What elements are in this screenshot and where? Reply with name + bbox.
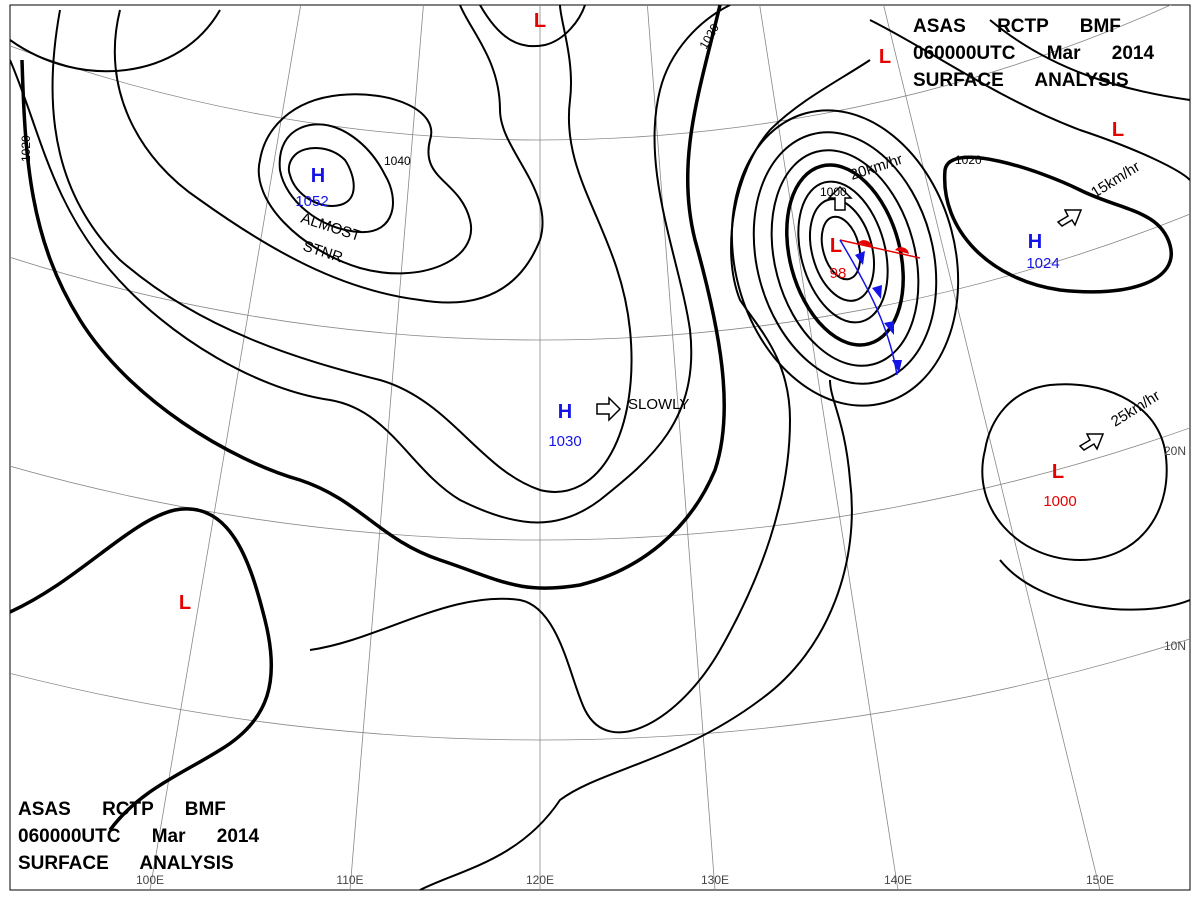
meridian [883, 5, 1101, 890]
center-pressure: 1024 [1026, 255, 1059, 272]
isobar-label: 1020 [955, 153, 982, 167]
center-symbol: H [311, 165, 325, 187]
title-line: ASAS RCTP BMF [913, 16, 1121, 37]
isobar [278, 123, 394, 234]
latitude-label: 20N [1164, 444, 1186, 458]
center-symbol: L [879, 46, 891, 68]
arrow [1056, 209, 1083, 227]
center-pressure: 98 [830, 265, 847, 282]
center-symbol: L [534, 10, 546, 32]
isobar [785, 163, 905, 347]
isobar [797, 180, 889, 324]
center-symbol: H [558, 401, 572, 423]
motion-label: SLOWLY [628, 396, 689, 413]
arrow [596, 396, 622, 422]
isobar-label: 1000 [820, 185, 847, 199]
isobar [309, 59, 871, 734]
isobar [820, 215, 862, 281]
center-symbol: L [830, 235, 842, 257]
center-symbol: L [179, 592, 191, 614]
isobar [752, 131, 938, 385]
isobar [989, 19, 1190, 101]
title-line: 060000UTC Mar 2014 [913, 43, 1154, 64]
title-line: 060000UTC Mar 2014 [18, 826, 259, 847]
isobars [10, 5, 1190, 890]
longitude-label: 110E [336, 873, 363, 887]
fronts [839, 239, 921, 376]
center-pressure: 1030 [548, 433, 581, 450]
longitude-label: 120E [526, 873, 554, 887]
isobar [257, 93, 473, 275]
isobar [20, 5, 727, 590]
title-line: SURFACE ANALYSIS [18, 853, 234, 874]
isobar [287, 147, 355, 207]
arrow [1078, 433, 1105, 451]
isobar [999, 559, 1190, 611]
longitude-label: 100E [136, 873, 164, 887]
isobar-label: 1040 [384, 154, 411, 168]
warm-front [839, 239, 921, 259]
title-line: ASAS RCTP BMF [18, 799, 226, 820]
isobar [869, 19, 1190, 181]
meridian [646, 5, 716, 890]
isobar [981, 383, 1168, 562]
isobar [419, 379, 853, 890]
center-pressure: 1052 [295, 193, 328, 210]
center-symbol: L [1112, 119, 1124, 141]
longitude-label: 130E [701, 873, 729, 887]
meridian [759, 5, 899, 890]
isobar [10, 5, 731, 524]
latitude-label: 10N [1164, 639, 1186, 653]
cold-front-symbol [855, 251, 902, 373]
isobar [809, 198, 875, 302]
meridian [149, 5, 302, 890]
longitude-label: 150E [1086, 873, 1114, 887]
isobar [10, 9, 221, 73]
map-frame [9, 4, 1191, 891]
center-pressure: 1000 [1043, 493, 1076, 510]
cold-front [839, 239, 898, 376]
longitude-label: 140E [884, 873, 912, 887]
isobar [479, 5, 586, 48]
isobar [10, 507, 274, 832]
isobar [770, 149, 920, 367]
isobar-label: 1020 [19, 135, 33, 162]
meridian [349, 5, 424, 890]
warm-front-symbol [858, 240, 909, 254]
center-symbol: H [1028, 231, 1042, 253]
center-symbol: L [1052, 461, 1064, 483]
isobar [113, 5, 544, 304]
isobar [730, 109, 960, 407]
title-line: SURFACE ANALYSIS [913, 70, 1129, 91]
isobar [51, 5, 633, 493]
motion-arrows [596, 185, 1105, 451]
arrow [827, 185, 853, 211]
isobar [942, 155, 1174, 294]
